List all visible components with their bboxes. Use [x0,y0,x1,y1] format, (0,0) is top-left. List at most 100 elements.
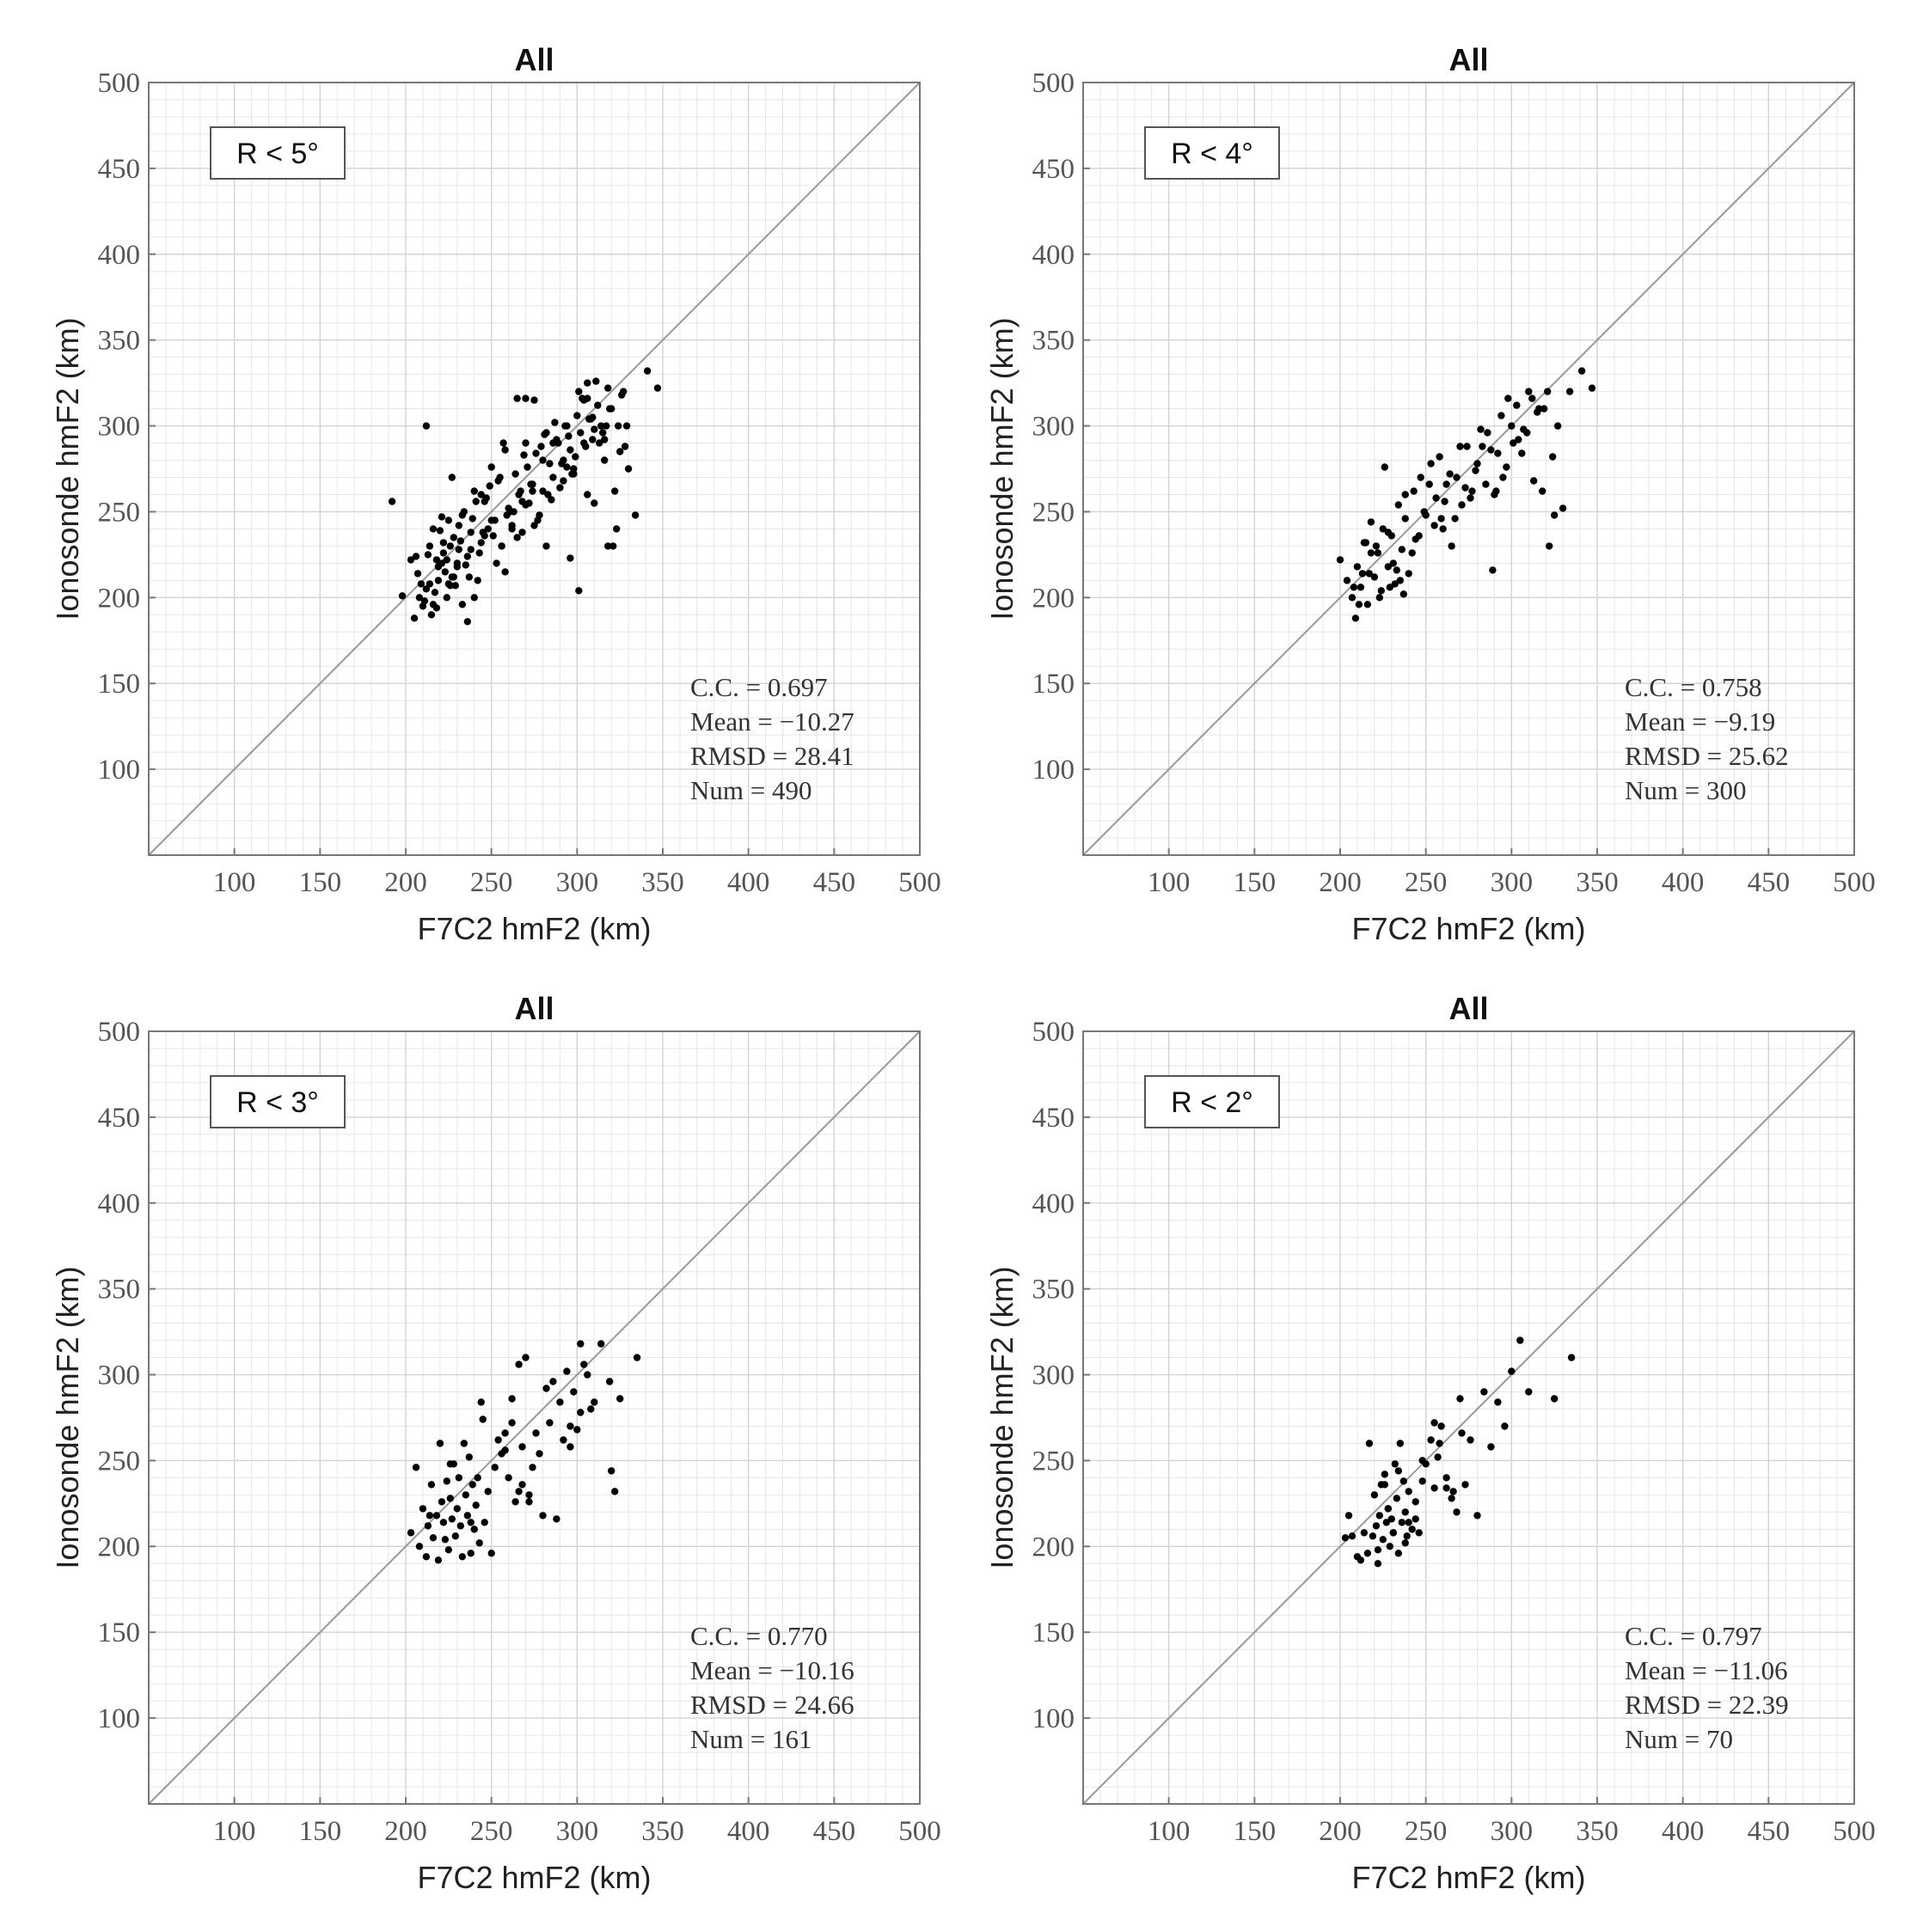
x-tick-label: 400 [1662,867,1705,898]
data-point [566,1422,574,1430]
y-tick-label: 150 [98,1617,141,1648]
data-point [549,1378,557,1385]
data-point [1432,494,1440,502]
data-point [1412,535,1419,543]
data-point [1408,1525,1416,1533]
data-point [494,1436,502,1444]
data-point [1480,1388,1488,1396]
y-tick-label: 500 [1032,68,1075,99]
data-point [631,511,640,519]
data-point [477,1398,485,1406]
data-point [1394,501,1403,509]
data-point [1425,480,1433,488]
panel-title: All [514,42,554,77]
data-point [493,559,500,567]
data-point [532,1429,540,1437]
data-point [1441,498,1448,505]
data-point [1544,388,1552,395]
plot-frame [148,82,921,856]
data-point [1551,1395,1559,1403]
data-point [572,453,579,461]
data-point [1382,1519,1391,1526]
data-point [486,482,493,490]
y-tick-label: 400 [1032,240,1075,271]
data-point [462,561,469,569]
data-point [1518,449,1526,457]
data-point [1559,504,1567,512]
data-point [446,542,454,550]
data-point [1461,484,1469,492]
scatter-panel-2: 100 150 200 250 300 350 400 450 500 100 150 200 250 3… [984,42,1876,946]
x-tick-label: 500 [1833,1816,1876,1847]
data-point [604,542,612,550]
stats-line: Mean = −11.06 [1625,1655,1788,1685]
data-point [517,487,524,495]
data-point [1393,1495,1401,1502]
data-point [554,439,562,447]
stats-line: C.C. = 0.797 [1625,1621,1762,1651]
data-point [415,594,424,602]
data-point [560,1436,567,1444]
x-tick-label: 200 [1319,867,1362,898]
data-point [622,422,631,430]
data-point [477,491,485,498]
data-point [508,525,516,533]
data-point [565,432,573,440]
data-point [412,1464,420,1471]
data-point [513,534,521,541]
data-point [563,463,571,471]
data-point [520,451,528,459]
data-point [1389,559,1398,567]
data-point [1482,480,1490,488]
data-point [446,1495,454,1502]
data-point [417,580,426,588]
data-point [455,522,462,529]
y-tick-label: 300 [98,412,141,443]
y-tick-label: 400 [98,240,141,271]
data-point [1539,487,1546,495]
x-axis-label: F7C2 hmF2 (km) [417,1860,651,1895]
data-point [1372,542,1381,550]
data-point [1427,1436,1435,1444]
data-point [434,563,443,571]
stats-line: Mean = −9.19 [1625,706,1775,737]
data-point [1530,477,1538,485]
data-point [1520,425,1528,433]
data-point [422,422,431,430]
x-tick-label: 400 [1662,1816,1705,1847]
data-point [487,463,495,471]
data-point [599,429,607,437]
data-point [1374,1546,1382,1554]
y-tick-label: 450 [98,154,141,185]
data-point [518,1481,526,1489]
y-tick-label: 500 [98,1017,141,1048]
x-axis-label: F7C2 hmF2 (km) [1351,911,1585,946]
data-point [407,1529,415,1537]
data-point [1430,1419,1438,1427]
y-tick-label: 100 [98,755,141,786]
x-tick-label: 250 [470,1816,513,1847]
data-point [589,436,597,443]
data-point [465,1453,473,1461]
data-point [1494,449,1502,457]
data-point [573,1426,581,1434]
data-point [525,1491,533,1499]
data-point [633,1354,641,1361]
data-point [1389,1529,1398,1537]
stats-line: Mean = −10.16 [690,1655,854,1685]
data-point [1343,577,1351,584]
data-point [501,1429,509,1437]
x-tick-label: 350 [1576,1816,1619,1847]
data-point [1451,515,1459,523]
data-point [1367,518,1375,526]
radius-legend-box [1144,1075,1280,1128]
data-point [388,498,396,505]
plot-frame [148,1030,921,1805]
data-point [1372,1522,1381,1530]
data-point [539,487,547,495]
data-point [1401,1539,1409,1547]
data-point [1467,1436,1474,1444]
data-point [1384,1505,1393,1513]
y-axis-label: Ionosonde hmF2 (km) [984,317,1020,620]
